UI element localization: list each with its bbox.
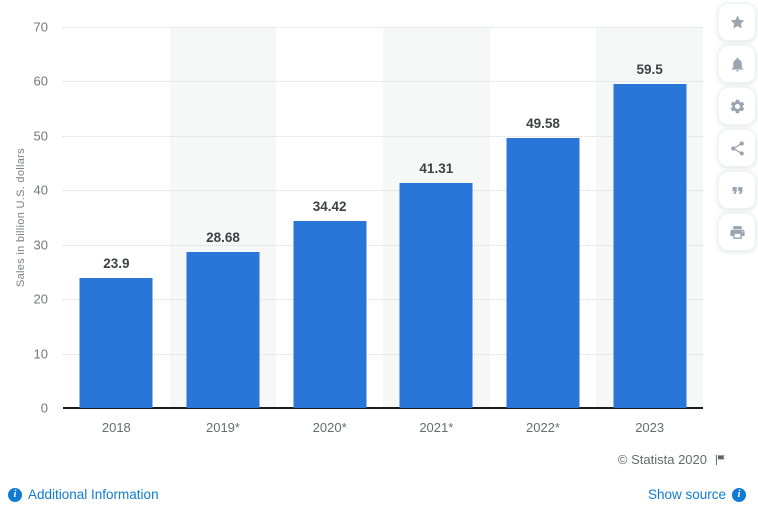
notifications-button[interactable] bbox=[718, 45, 756, 83]
gridline bbox=[63, 27, 703, 28]
share-icon bbox=[730, 140, 744, 156]
value-label: 49.58 bbox=[526, 116, 560, 132]
print-button[interactable] bbox=[718, 213, 756, 251]
gridline bbox=[63, 244, 703, 246]
bar-2023 bbox=[613, 84, 687, 408]
additional-information-link[interactable]: Additional Information bbox=[8, 487, 159, 502]
chart-column: 34.42 2020* bbox=[276, 27, 383, 435]
gear-icon bbox=[730, 99, 744, 113]
copyright-text: © Statista 2020 bbox=[617, 452, 707, 467]
bell-icon bbox=[731, 57, 743, 72]
gridline bbox=[63, 299, 703, 301]
additional-information-label: Additional Information bbox=[28, 487, 159, 502]
x-tick-label: 2020* bbox=[312, 420, 347, 435]
y-tick-label: 30 bbox=[33, 237, 48, 253]
y-tick-label: 70 bbox=[33, 19, 48, 35]
y-axis-ticks: 0 10 20 30 40 50 60 70 bbox=[0, 20, 48, 416]
gridline bbox=[63, 190, 703, 192]
info-icon bbox=[8, 487, 22, 502]
x-axis-line bbox=[63, 407, 703, 409]
chart-toolbar bbox=[718, 3, 756, 251]
y-tick-label: 20 bbox=[33, 291, 48, 307]
x-tick-label: 2021* bbox=[419, 420, 454, 435]
flag-icon bbox=[713, 453, 727, 467]
chart-column: 49.58 2022* bbox=[490, 27, 597, 435]
bar-2022 bbox=[506, 138, 580, 408]
copyright: © Statista 2020 bbox=[618, 452, 727, 467]
printer-icon bbox=[729, 225, 745, 239]
favorite-button[interactable] bbox=[718, 3, 756, 41]
value-label: 23.9 bbox=[103, 255, 130, 271]
star-icon bbox=[730, 15, 744, 28]
gridline bbox=[63, 353, 703, 355]
show-source-link[interactable]: Show source bbox=[648, 487, 746, 502]
y-tick-label: 60 bbox=[33, 73, 48, 89]
y-tick-label: 50 bbox=[33, 128, 48, 144]
y-tick-label: 40 bbox=[33, 182, 48, 198]
value-label: 28.68 bbox=[206, 229, 240, 245]
x-tick-label: 2022* bbox=[525, 420, 560, 435]
chart-column: 41.31 2021* bbox=[383, 27, 490, 435]
plot-area: 23.9 2018 28.68 2019* 34.42 2020* 41.31 2021* 49… bbox=[63, 27, 703, 435]
chart-column: 28.68 2019* bbox=[169, 27, 277, 435]
settings-button[interactable] bbox=[718, 87, 756, 125]
info-icon bbox=[732, 487, 746, 502]
y-tick-label: 0 bbox=[40, 400, 48, 416]
chart-column: 23.9 2018 bbox=[63, 27, 170, 435]
x-tick-label: 2019* bbox=[205, 420, 240, 435]
chart-column: 59.5 2023 bbox=[596, 27, 703, 435]
bar-2021 bbox=[399, 183, 473, 408]
share-button[interactable] bbox=[718, 129, 756, 167]
bar-2018 bbox=[79, 277, 153, 408]
x-tick-label: 2018 bbox=[101, 420, 131, 435]
y-tick-label: 10 bbox=[33, 346, 48, 362]
value-label: 59.5 bbox=[636, 62, 663, 78]
cite-button[interactable] bbox=[718, 171, 756, 209]
value-label: 41.31 bbox=[419, 161, 454, 177]
quote-icon bbox=[732, 186, 742, 194]
bar-2019 bbox=[186, 251, 260, 408]
x-tick-label: 2023 bbox=[635, 420, 665, 435]
gridline bbox=[63, 81, 703, 83]
bar-2020 bbox=[293, 220, 367, 408]
show-source-label: Show source bbox=[647, 487, 726, 502]
value-label: 34.42 bbox=[312, 198, 347, 214]
gridline bbox=[63, 135, 703, 137]
